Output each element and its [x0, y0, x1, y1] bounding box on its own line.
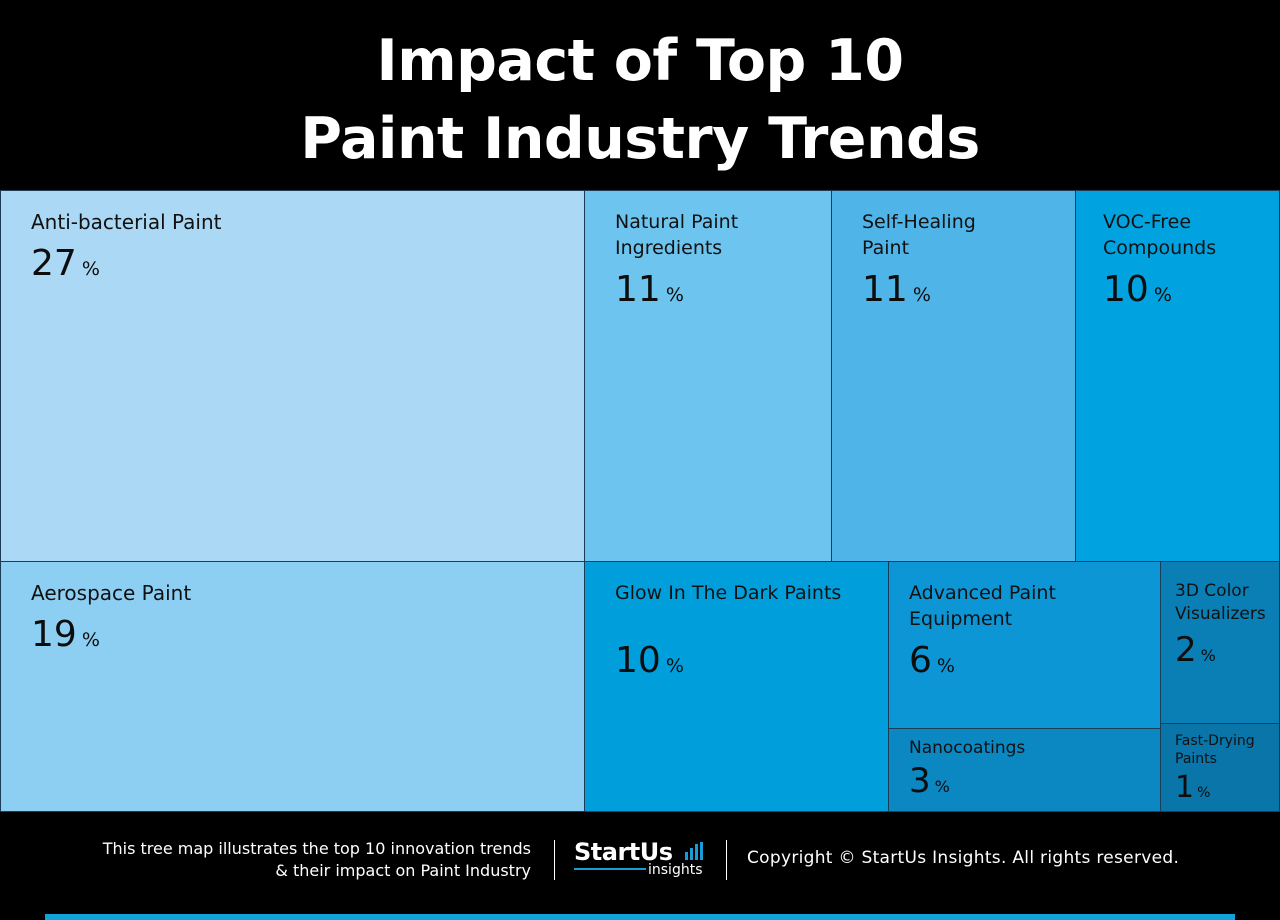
- cell-value-number: 1: [1175, 770, 1195, 805]
- treemap-cell-nanocoatings: Nanocoatings 3%: [888, 728, 1161, 812]
- cell-value: 2%: [1175, 630, 1216, 670]
- cell-label: Fast-Drying Paints: [1175, 733, 1255, 767]
- cell-value: 1%: [1175, 770, 1210, 805]
- treemap-cell-self-healing-paint: Self-Healing Paint 11%: [831, 190, 1076, 562]
- cell-value-unit: %: [912, 284, 931, 306]
- cell-label: Anti-bacterial Paint: [31, 210, 222, 234]
- chart-title: Impact of Top 10 Paint Industry Trends: [0, 22, 1280, 178]
- cell-label: 3D Color Visualizers: [1175, 581, 1266, 624]
- cell-value-number: 11: [615, 269, 661, 310]
- cell-label: Advanced Paint Equipment: [909, 582, 1056, 630]
- bottom-accent-bar: [45, 914, 1235, 920]
- cell-label: Nanocoatings: [909, 738, 1026, 758]
- cell-value-unit: %: [1200, 646, 1216, 665]
- treemap-cell-fast-drying-paints: Fast-Drying Paints 1%: [1160, 723, 1280, 812]
- cell-value: 11%: [615, 269, 684, 310]
- bar-chart-icon: [685, 842, 703, 860]
- cell-value: 3%: [909, 761, 950, 801]
- footer-description-line-2: & their impact on Paint Industry: [275, 861, 531, 880]
- logo-underline: [574, 868, 646, 870]
- chart-title-line-2: Paint Industry Trends: [300, 106, 980, 172]
- logo-brand-text: StartUs: [574, 838, 673, 866]
- cell-value-number: 2: [1175, 630, 1197, 670]
- footer-divider: [554, 840, 555, 880]
- copyright-text: Copyright © StartUs Insights. All rights…: [747, 848, 1180, 868]
- cell-value: 19%: [31, 614, 100, 655]
- cell-value-unit: %: [665, 655, 684, 677]
- logo-sub-text: insights: [648, 862, 703, 878]
- treemap-cell-aerospace-paint: Aerospace Paint 19%: [0, 561, 585, 812]
- cell-value-number: 10: [615, 640, 661, 681]
- cell-value-unit: %: [665, 284, 684, 306]
- cell-value-number: 11: [862, 269, 908, 310]
- treemap-cell-natural-paint-ingredients: Natural Paint Ingredients 11%: [584, 190, 832, 562]
- cell-value-unit: %: [934, 777, 950, 796]
- cell-value-number: 3: [909, 761, 931, 801]
- startus-insights-logo: StartUs insights: [574, 838, 710, 882]
- cell-label: Natural Paint Ingredients: [615, 211, 739, 259]
- cell-value: 10%: [1103, 269, 1172, 310]
- cell-value-number: 19: [31, 614, 77, 655]
- cell-value-unit: %: [81, 258, 100, 280]
- cell-value-number: 10: [1103, 269, 1149, 310]
- cell-value: 11%: [862, 269, 931, 310]
- cell-label: Glow In The Dark Paints: [615, 582, 842, 604]
- cell-value-number: 6: [909, 640, 932, 681]
- cell-value-unit: %: [936, 655, 955, 677]
- treemap-cell-advanced-paint-equipment: Advanced Paint Equipment 6%: [888, 561, 1161, 729]
- footer: This tree map illustrates the top 10 inn…: [0, 812, 1280, 920]
- footer-description-line-1: This tree map illustrates the top 10 inn…: [102, 839, 531, 858]
- footer-divider: [726, 840, 727, 880]
- cell-value: 27%: [31, 243, 100, 284]
- cell-label: Self-Healing Paint: [862, 211, 976, 259]
- chart-title-line-1: Impact of Top 10: [376, 28, 905, 94]
- treemap: Anti-bacterial Paint 27% Natural Paint I…: [0, 190, 1280, 812]
- footer-description: This tree map illustrates the top 10 inn…: [11, 838, 531, 882]
- treemap-cell-voc-free-compounds: VOC-Free Compounds 10%: [1075, 190, 1280, 562]
- cell-label: VOC-Free Compounds: [1103, 211, 1217, 259]
- cell-value-unit: %: [1197, 785, 1211, 801]
- cell-label: Aerospace Paint: [31, 581, 192, 605]
- treemap-cell-3d-color-visualizers: 3D Color Visualizers 2%: [1160, 561, 1280, 724]
- treemap-cell-glow-in-the-dark-paints: Glow In The Dark Paints 10%: [584, 561, 889, 812]
- cell-value: 10%: [615, 640, 684, 681]
- treemap-cell-anti-bacterial-paint: Anti-bacterial Paint 27%: [0, 190, 585, 562]
- cell-value-number: 27: [31, 243, 77, 284]
- cell-value-unit: %: [81, 629, 100, 651]
- cell-value-unit: %: [1153, 284, 1172, 306]
- cell-value: 6%: [909, 640, 955, 681]
